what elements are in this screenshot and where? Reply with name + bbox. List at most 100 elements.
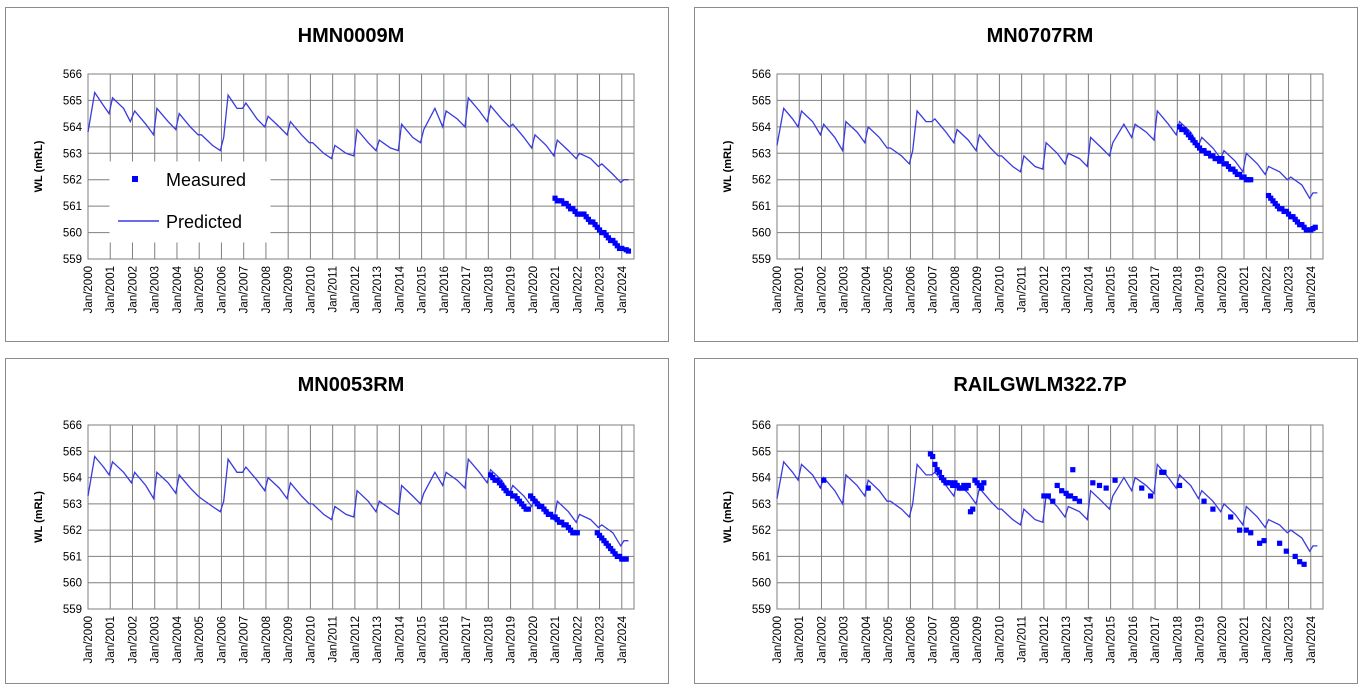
x-tick-label: Jan/2015 xyxy=(1106,266,1118,313)
x-tick-label: Jan/2003 xyxy=(839,616,851,663)
x-tick-label: Jan/2018 xyxy=(1172,616,1184,663)
x-tick-label: Jan/2010 xyxy=(994,266,1006,313)
measured-point xyxy=(603,232,609,238)
measured-point xyxy=(594,530,600,536)
measured-point xyxy=(530,496,536,502)
measured-point xyxy=(1070,467,1076,473)
x-tick-label: Jan/2015 xyxy=(1106,616,1118,663)
x-tick-label: Jan/2013 xyxy=(372,266,384,313)
x-tick-label: Jan/2014 xyxy=(1083,265,1095,313)
x-tick-label: Jan/2009 xyxy=(972,266,984,313)
x-tick-label: Jan/2003 xyxy=(150,266,162,313)
x-tick-label: Jan/2001 xyxy=(794,616,806,663)
measured-point xyxy=(519,501,525,507)
measured-point xyxy=(1054,482,1060,489)
measured-point xyxy=(958,485,965,491)
x-tick-label: Jan/2008 xyxy=(261,266,273,313)
x-tick-label: Jan/2011 xyxy=(328,616,340,662)
y-tick-label: 566 xyxy=(63,420,82,432)
x-tick-label: Jan/2000 xyxy=(83,266,95,313)
measured-point xyxy=(1192,140,1198,146)
measured-point xyxy=(1112,477,1118,483)
x-tick-label: Jan/2005 xyxy=(194,266,206,313)
measured-point xyxy=(965,482,971,489)
measured-point xyxy=(1210,153,1216,159)
measured-point xyxy=(596,532,603,538)
y-axis-label: WL (mRL) xyxy=(33,140,45,192)
measured-point xyxy=(610,548,616,554)
x-tick-label: Jan/2004 xyxy=(861,615,873,663)
predicted-line xyxy=(776,106,1318,200)
y-tick-label: 562 xyxy=(752,525,771,537)
x-tick-label: Jan/2020 xyxy=(1217,266,1229,313)
x-tick-label: Jan/2012 xyxy=(1039,616,1051,663)
y-tick-label: 565 xyxy=(63,446,82,458)
measured-point xyxy=(1277,540,1283,546)
measured-point xyxy=(1248,177,1254,183)
measured-point xyxy=(1072,496,1078,502)
legend-predicted-label: Predicted xyxy=(166,212,242,232)
x-tick-label: Jan/2002 xyxy=(127,616,139,663)
measured-point xyxy=(1312,224,1318,230)
measured-point xyxy=(581,211,587,217)
measured-point xyxy=(967,509,974,515)
measured-point xyxy=(494,477,500,483)
measured-point xyxy=(1183,129,1189,135)
measured-point xyxy=(1297,559,1303,565)
measured-point xyxy=(596,227,603,233)
measured-point xyxy=(599,535,605,541)
measured-point xyxy=(1063,490,1069,496)
measured-point xyxy=(1285,211,1292,217)
measured-point xyxy=(1261,538,1267,544)
plot-area xyxy=(87,424,635,610)
x-tick-label: Jan/2003 xyxy=(839,266,851,313)
measured-point xyxy=(601,538,607,544)
y-tick-label: 565 xyxy=(752,446,771,458)
y-tick-label: 560 xyxy=(63,578,82,590)
measured-point xyxy=(1236,171,1243,178)
measured-point xyxy=(612,240,618,246)
x-tick-label: Jan/2022 xyxy=(1261,266,1273,313)
y-tick-label: 561 xyxy=(752,201,771,213)
measured-point xyxy=(1299,222,1305,228)
measured-point xyxy=(954,482,960,489)
x-tick-label: Jan/2010 xyxy=(305,266,317,313)
x-tick-label: Jan/2023 xyxy=(595,616,607,663)
measured-point xyxy=(1196,145,1203,151)
measured-point xyxy=(974,480,980,486)
predicted-line xyxy=(87,455,629,548)
measured-point xyxy=(1205,150,1212,156)
x-tick-label: Jan/2018 xyxy=(483,616,495,663)
y-axis-label: WL (mRL) xyxy=(33,491,45,543)
measured-point xyxy=(950,482,956,489)
x-tick-label: Jan/2002 xyxy=(816,616,828,663)
x-tick-label: Jan/2015 xyxy=(417,616,429,663)
measured-point xyxy=(1283,548,1289,554)
chart-title: RAILGWLM322.7P xyxy=(953,374,1126,396)
measured-point xyxy=(1059,488,1065,494)
chart-title: MN0053RM xyxy=(298,374,405,396)
measured-point xyxy=(543,509,549,515)
measured-point xyxy=(565,524,571,531)
measured-point xyxy=(612,551,618,557)
chart-panel-mn0707rm: MN0707RM 559 560 561 562 563 564 565 566 Jan/2000… xyxy=(694,7,1358,342)
x-tick-label: Jan/2006 xyxy=(905,266,917,313)
y-tick-label: 564 xyxy=(752,122,772,134)
measured-point xyxy=(1190,137,1196,143)
y-tick-label: 565 xyxy=(752,95,771,107)
measured-point xyxy=(514,496,520,502)
x-tick-label: Jan/2024 xyxy=(1306,615,1318,663)
measured-point xyxy=(501,485,507,491)
measured-point xyxy=(565,203,571,209)
measured-point xyxy=(936,469,942,475)
measured-point xyxy=(559,198,565,204)
chart-panel-mn0053rm: MN0053RM 559 560 561 562 563 564 565 566 Jan/2000… xyxy=(5,358,669,684)
x-tick-label: Jan/2002 xyxy=(816,266,828,313)
measured-point xyxy=(574,530,580,536)
y-tick-label: 561 xyxy=(752,551,771,563)
measured-point xyxy=(610,237,616,244)
measured-point xyxy=(1232,169,1238,175)
x-tick-label: Jan/2009 xyxy=(972,616,984,663)
measured-point xyxy=(605,543,612,549)
measured-point xyxy=(541,506,547,512)
